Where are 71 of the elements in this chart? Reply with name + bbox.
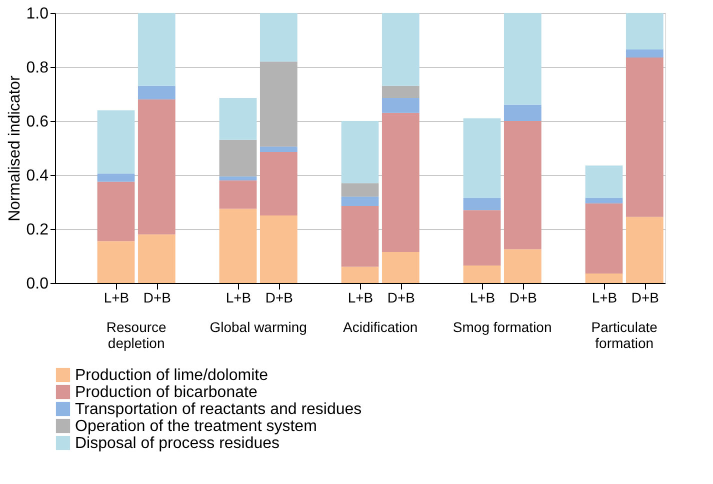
bar	[382, 86, 420, 98]
bar	[463, 118, 501, 198]
bar	[341, 266, 379, 283]
bar	[382, 252, 420, 283]
bar	[341, 196, 379, 206]
bar	[138, 86, 176, 100]
y-axis-title: Normalised indicator	[6, 74, 24, 222]
bar	[585, 198, 623, 204]
y-tick-label: 0.2	[26, 222, 49, 238]
bar	[382, 112, 420, 252]
bar	[97, 241, 135, 283]
legend-label: Transportation of reactants and residues	[75, 401, 362, 418]
text: Smog formation	[452, 319, 552, 335]
bar	[626, 216, 664, 283]
bar	[463, 265, 501, 283]
y-tick-label: 0.4	[26, 168, 49, 184]
bar	[626, 13, 664, 50]
x-tick-label: L+B	[348, 290, 374, 306]
bar	[219, 208, 257, 283]
text: Particulate formation	[591, 319, 658, 351]
bar	[504, 121, 542, 250]
bar	[219, 176, 257, 180]
bar	[626, 58, 664, 217]
bar	[463, 210, 501, 266]
bar	[504, 249, 542, 283]
text: Global warming	[210, 319, 307, 335]
legend-label: Operation of the treatment system	[75, 418, 317, 435]
bar	[382, 98, 420, 113]
x-tick-label: D+B	[631, 290, 659, 306]
bar	[626, 49, 664, 58]
y-tick-label: 0.6	[26, 114, 49, 130]
bar	[504, 13, 542, 105]
text: Acidification	[342, 319, 418, 335]
x-tick-label: L+B	[470, 290, 496, 306]
bar	[260, 216, 298, 283]
y-tick-label: 0.0	[26, 276, 49, 292]
y-tick-label: 0.8	[26, 60, 49, 76]
bar	[585, 203, 623, 274]
x-tick-label: L+B	[104, 290, 130, 306]
legend-label: Disposal of process residues	[75, 435, 280, 452]
bar	[504, 104, 542, 121]
bar	[97, 174, 135, 182]
bar	[463, 198, 501, 210]
bar	[341, 206, 379, 267]
bar	[97, 110, 135, 174]
x-tick-label: D+B	[143, 290, 171, 306]
bar	[219, 98, 257, 140]
bar	[260, 13, 298, 62]
x-tick-label: D+B	[387, 290, 415, 306]
bar	[260, 62, 298, 147]
bar	[219, 180, 257, 209]
bar	[382, 13, 420, 86]
bar	[138, 99, 176, 234]
legend-label: Production of lime/dolomite	[75, 367, 268, 384]
x-tick-label: D+B	[265, 290, 293, 306]
bar	[585, 274, 623, 283]
bar	[97, 182, 135, 242]
text: Resource depletion	[106, 319, 167, 351]
bar	[138, 13, 176, 86]
x-tick-label: L+B	[592, 290, 618, 306]
bar	[260, 146, 298, 152]
x-tick-label: L+B	[226, 290, 252, 306]
bar	[138, 234, 176, 283]
x-tick-label: D+B	[509, 290, 537, 306]
bar	[341, 121, 379, 184]
bar	[219, 140, 257, 176]
bar	[260, 152, 298, 216]
bar	[341, 183, 379, 197]
bar	[585, 166, 623, 198]
legend-label: Production of bicarbonate	[75, 384, 258, 401]
y-tick-label: 1.0	[26, 6, 49, 22]
